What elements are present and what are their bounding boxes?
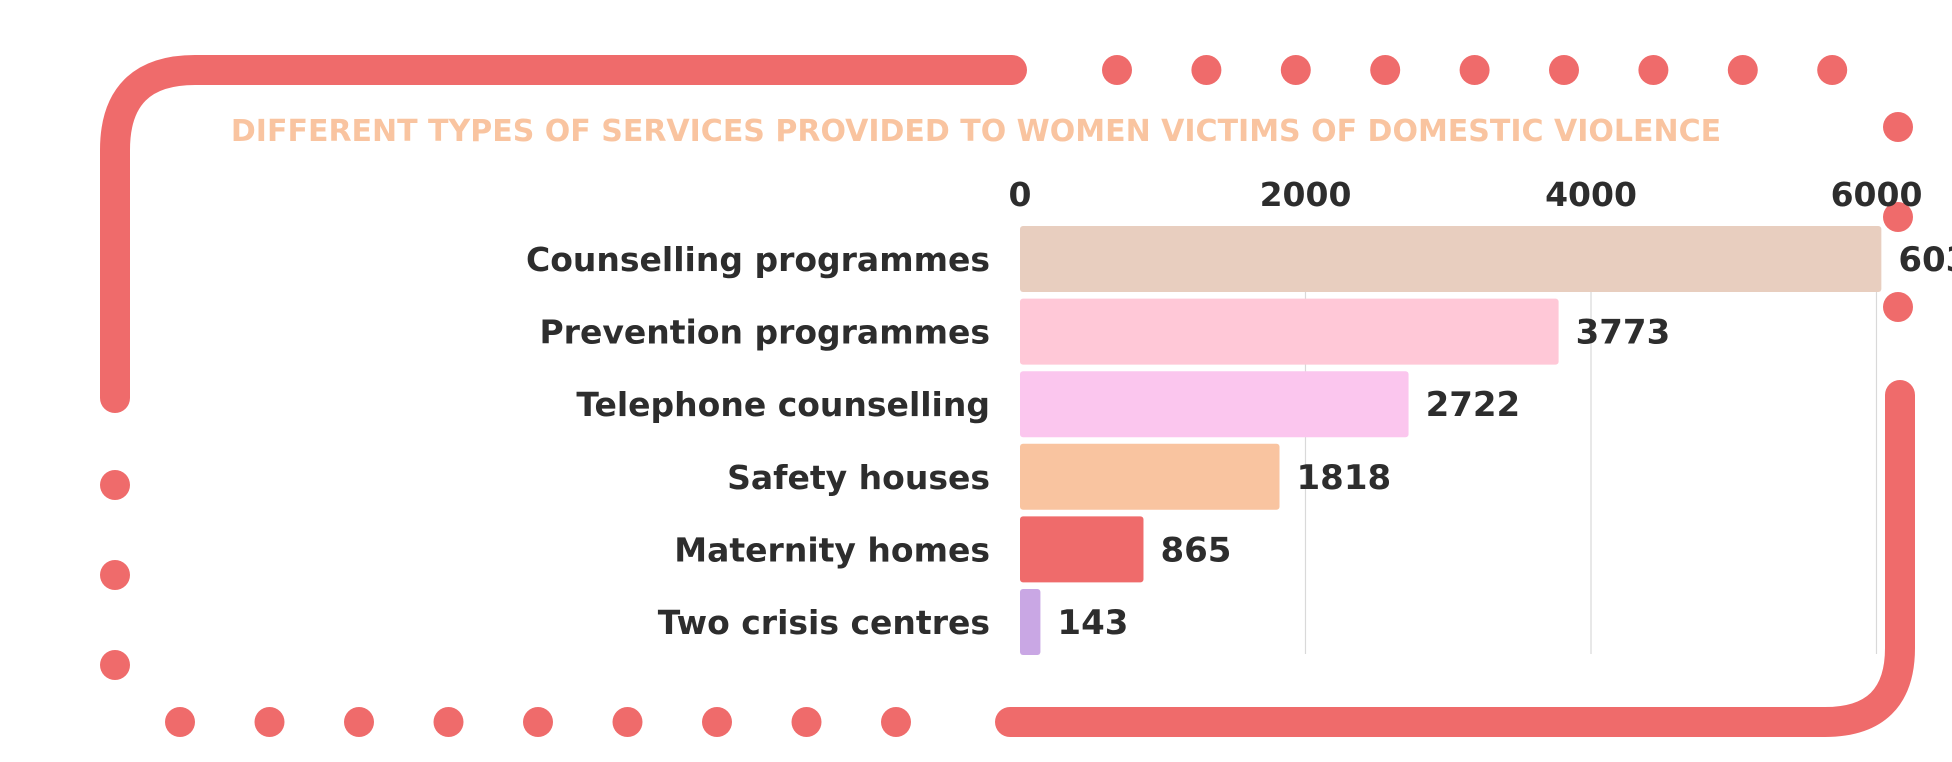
frame-dot bbox=[1191, 55, 1222, 85]
frame-bottom-right-line bbox=[995, 380, 1915, 737]
frame-dot bbox=[1883, 112, 1913, 142]
frame-dot bbox=[100, 470, 130, 500]
bar bbox=[1020, 371, 1409, 438]
frame-dot bbox=[1459, 55, 1490, 85]
data-label: 1818 bbox=[1297, 458, 1392, 498]
data-label: 2722 bbox=[1426, 385, 1521, 425]
frame-dot bbox=[344, 707, 374, 737]
frame-dot bbox=[100, 650, 130, 680]
frame-dot bbox=[702, 707, 732, 737]
frame-dot bbox=[100, 560, 130, 590]
data-label: 865 bbox=[1160, 530, 1231, 570]
category-label: Prevention programmes bbox=[540, 313, 991, 352]
frame-dot bbox=[254, 707, 285, 737]
bar bbox=[1020, 298, 1559, 365]
bar bbox=[1020, 443, 1280, 510]
frame-dot bbox=[791, 707, 822, 737]
category-label: Telephone counselling bbox=[576, 385, 990, 424]
category-label: Safety houses bbox=[727, 458, 990, 497]
frame-dot bbox=[1883, 292, 1913, 322]
frame-dot bbox=[1727, 55, 1758, 85]
data-label: 6034 bbox=[1898, 240, 1952, 280]
category-label: Maternity homes bbox=[674, 530, 990, 569]
data-label: 3773 bbox=[1576, 313, 1671, 353]
data-label: 143 bbox=[1057, 603, 1128, 643]
frame-dot bbox=[1280, 55, 1311, 85]
bar bbox=[1020, 589, 1041, 655]
bar bbox=[1020, 516, 1144, 583]
frame-top-left-line bbox=[100, 55, 1027, 413]
frame-dot bbox=[1883, 202, 1913, 232]
bar bbox=[1020, 226, 1882, 292]
frame-dot bbox=[523, 707, 553, 737]
x-tick-label: 4000 bbox=[1545, 175, 1637, 214]
frame-dot bbox=[1102, 55, 1132, 85]
frame-dot bbox=[1638, 55, 1669, 85]
frame-dot bbox=[1817, 55, 1848, 85]
frame-dot bbox=[1370, 55, 1401, 85]
x-tick-label: 2000 bbox=[1260, 175, 1352, 214]
chart-title: DIFFERENT TYPES OF SERVICES PROVIDED TO … bbox=[230, 114, 1722, 149]
frame-dot bbox=[1549, 55, 1579, 85]
x-tick-label: 6000 bbox=[1831, 175, 1923, 214]
category-label: Counselling programmes bbox=[526, 240, 990, 279]
frame-dot bbox=[165, 707, 195, 737]
frame-dot bbox=[612, 707, 643, 737]
frame-dot bbox=[881, 707, 911, 737]
category-label: Two crisis centres bbox=[658, 603, 990, 642]
x-tick-label: 0 bbox=[1009, 175, 1032, 214]
frame-dot bbox=[433, 707, 464, 737]
